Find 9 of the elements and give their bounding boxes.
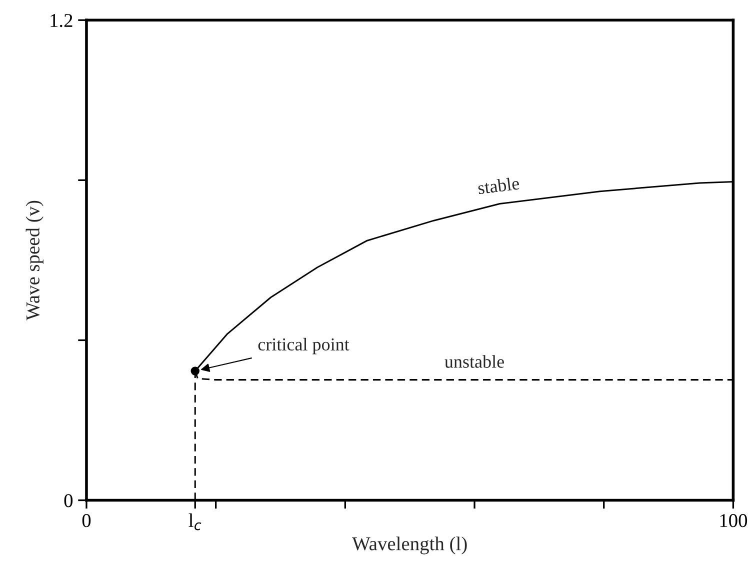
series-label: unstable xyxy=(444,355,504,368)
x-tick-label: 0 xyxy=(82,514,91,528)
y-axis-title: Wave speed (v) xyxy=(26,200,44,320)
annotation: critical point xyxy=(258,338,350,354)
x-tick-label: 100 xyxy=(720,514,748,528)
text: stable xyxy=(478,176,520,194)
y-tick-label: 1.2 xyxy=(50,14,72,28)
x-tick-label: l$_{c}$ xyxy=(188,513,202,530)
x-axis-title: Wavelength (l) xyxy=(352,536,467,554)
